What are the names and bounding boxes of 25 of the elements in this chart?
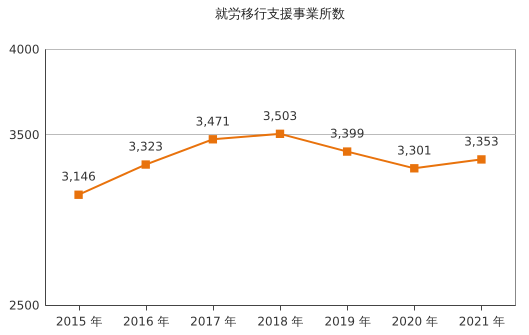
data-label: 3,399 (330, 126, 364, 141)
y-tick-label: 2500 (8, 298, 40, 312)
y-tick-label: 3500 (8, 128, 40, 142)
point (208, 135, 218, 144)
data-label: 3,323 (128, 140, 163, 154)
data-label: 3,503 (262, 108, 298, 123)
data-label: 3,301 (397, 143, 432, 158)
point (74, 190, 83, 199)
point (410, 164, 418, 172)
data-label: 3,471 (196, 114, 230, 128)
point (276, 130, 284, 138)
y-tick-label: 4000 (8, 42, 40, 56)
x-tick-label: 2015 年 (56, 314, 102, 328)
data-label: 3,146 (61, 170, 96, 184)
x-tick-label: 2021 年 (458, 314, 506, 328)
x-tick-label: 2020 年 (392, 314, 438, 328)
x-tick-label: 2019 年 (324, 314, 371, 328)
point (142, 160, 150, 169)
x-tick-label: 2018 年 (257, 314, 304, 328)
data-label: 3,353 (464, 134, 499, 148)
x-tick-label: 2017 年 (190, 314, 237, 328)
chart-title: 就労移行支援事業所数 (215, 7, 345, 22)
point (477, 155, 486, 164)
x-tick-label: 2016 年 (123, 314, 170, 328)
point (342, 147, 352, 156)
